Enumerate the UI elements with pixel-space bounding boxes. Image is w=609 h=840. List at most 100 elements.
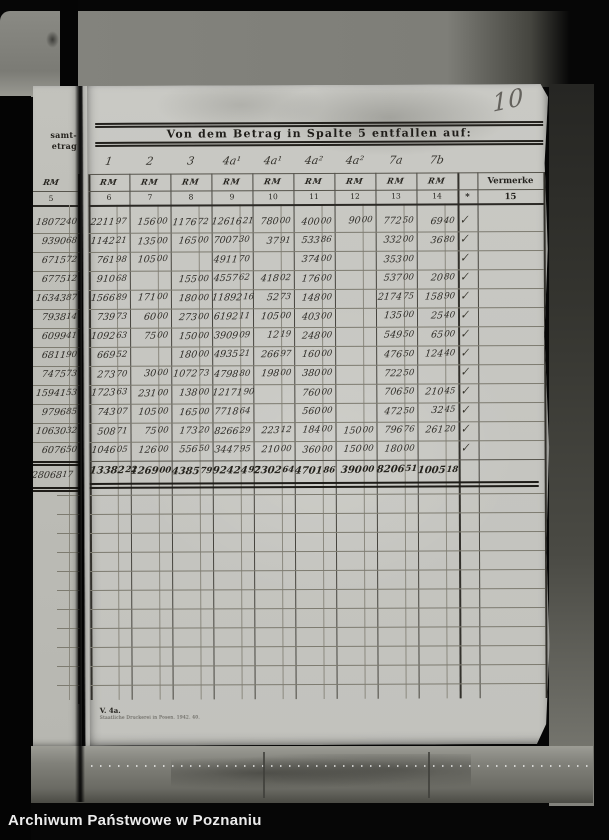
table-title: Von dem Betrag in Spalte 5 entfallen auf… xyxy=(166,126,472,141)
amount-pfennig: 91 xyxy=(279,235,292,246)
amount-mark: 60 xyxy=(143,311,157,323)
amount-mark: 669 xyxy=(96,349,116,361)
amount-pfennig: 00 xyxy=(402,272,415,283)
amount-pfennig: 70 xyxy=(115,369,128,380)
amount-cell: 173 20 xyxy=(171,425,212,436)
amount-mark: 150 xyxy=(342,443,363,455)
amount-mark: 6811 xyxy=(41,350,67,361)
check-mark: ✓ xyxy=(460,440,471,456)
column-line xyxy=(543,172,547,698)
currency-label: RM xyxy=(222,176,242,187)
amount-cell: 10630 32 xyxy=(33,426,80,437)
amount-mark: 148 xyxy=(301,292,321,304)
book-top-edge xyxy=(78,11,570,87)
amount-mark: 69 xyxy=(429,216,444,228)
amount-mark: 7475 xyxy=(41,369,67,380)
amount-cell: 332 00 xyxy=(376,235,417,246)
total-cell: 4385 79 xyxy=(172,466,213,477)
amount-cell: 549 50 xyxy=(376,330,417,341)
amount-mark: 4935 xyxy=(213,348,239,361)
amount-mark: 2211 xyxy=(89,216,116,228)
amount-mark: 105 xyxy=(260,311,280,323)
column-number: 11 xyxy=(309,191,319,202)
amount-cell: 184 00 xyxy=(294,424,335,436)
amount-pfennig: 50 xyxy=(402,386,415,397)
amount-cell: 150 00 xyxy=(335,425,376,436)
amount-cell: 2174 75 xyxy=(376,292,417,303)
amount-pfennig: 95 xyxy=(239,444,252,455)
amount-cell: 18072 40 xyxy=(33,217,80,228)
amount-pfennig: 51 xyxy=(404,463,418,475)
amount-pfennig: 50 xyxy=(402,406,415,417)
amount-cell: 6775 12 xyxy=(33,274,80,285)
amount-mark: 1142 xyxy=(89,235,116,247)
amount-pfennig: 00 xyxy=(156,406,169,417)
amount-pfennig: 00 xyxy=(156,236,169,247)
amount-mark: 75 xyxy=(143,425,158,437)
currency-label: RM xyxy=(42,177,60,187)
total-cell: 28068 17 xyxy=(33,470,76,481)
amount-pfennig: 62 xyxy=(238,272,251,283)
binding-crease xyxy=(75,86,85,802)
amount-pfennig: 86 xyxy=(320,234,333,245)
amount-cell: 1046 05 xyxy=(90,445,131,456)
amount-pfennig: 00 xyxy=(362,443,375,454)
amount-mark: 3909 xyxy=(213,330,239,342)
amount-cell: 126 00 xyxy=(131,445,172,456)
column-header-fragment: samt- xyxy=(50,130,77,140)
amount-cell: 273 00 xyxy=(171,312,212,323)
amount-pfennig: 30 xyxy=(238,234,251,245)
amount-cell: 160 00 xyxy=(294,349,335,360)
amount-cell: 231 00 xyxy=(130,388,171,399)
amount-mark: 761 xyxy=(95,254,116,266)
amount-pfennig: 00 xyxy=(320,348,333,359)
row-line xyxy=(33,347,80,348)
amount-cell: 150 00 xyxy=(171,331,212,342)
column-number: 5 xyxy=(48,194,54,203)
amount-mark: 780 xyxy=(259,216,280,228)
amount-pfennig: 05 xyxy=(116,444,129,455)
amount-cell: 6715 72 xyxy=(33,255,80,266)
amount-pfennig: 50 xyxy=(198,443,211,454)
amount-pfennig: 11 xyxy=(238,311,251,322)
amount-pfennig: 00 xyxy=(403,443,416,454)
amount-mark: 173 xyxy=(178,425,199,437)
amount-cell: 4911 70 xyxy=(212,254,253,265)
row-line xyxy=(33,290,80,291)
row-line xyxy=(57,666,80,667)
amount-mark: 135 xyxy=(383,310,403,322)
amount-cell: 261 20 xyxy=(417,424,458,435)
amount-pfennig: 00 xyxy=(320,273,333,284)
amount-pfennig: 00 xyxy=(320,367,333,378)
amount-mark: 180 xyxy=(383,443,404,455)
header-line xyxy=(33,191,80,192)
amount-cell: 560 00 xyxy=(294,406,335,417)
amount-pfennig: 64 xyxy=(238,406,251,417)
amount-mark: 180 xyxy=(178,293,198,305)
amount-pfennig: 00 xyxy=(156,367,169,379)
amount-pfennig: 17 xyxy=(61,470,74,480)
amount-pfennig: 21 xyxy=(115,235,128,246)
amount-pfennig: 50 xyxy=(402,215,415,226)
amount-pfennig: 50 xyxy=(402,368,415,379)
amount-pfennig: 00 xyxy=(157,425,170,436)
amount-mark: 3447 xyxy=(213,444,240,456)
amount-mark: 418 xyxy=(260,273,280,285)
amount-mark: 273 xyxy=(178,312,198,324)
amount-mark: 6192 xyxy=(213,311,239,323)
amount-cell: 706 50 xyxy=(376,387,417,398)
amount-cell: 20 80 xyxy=(417,272,458,283)
amount-pfennig: 68 xyxy=(115,273,128,284)
amount-pfennig: 00 xyxy=(197,331,210,342)
amount-mark: 1092 xyxy=(90,330,116,342)
amount-mark: 126 xyxy=(137,444,158,456)
amount-pfennig: 19 xyxy=(279,329,292,340)
amount-pfennig: 50 xyxy=(402,329,415,340)
amount-mark: 7718 xyxy=(213,406,240,418)
amount-cell: 180 00 xyxy=(171,349,212,360)
amount-pfennig: 50 xyxy=(402,349,415,360)
check-mark: ✓ xyxy=(460,402,470,418)
currency-label: RM xyxy=(263,176,283,187)
amount-pfennig: 12 xyxy=(280,425,293,436)
amount-pfennig: 00 xyxy=(156,291,169,303)
